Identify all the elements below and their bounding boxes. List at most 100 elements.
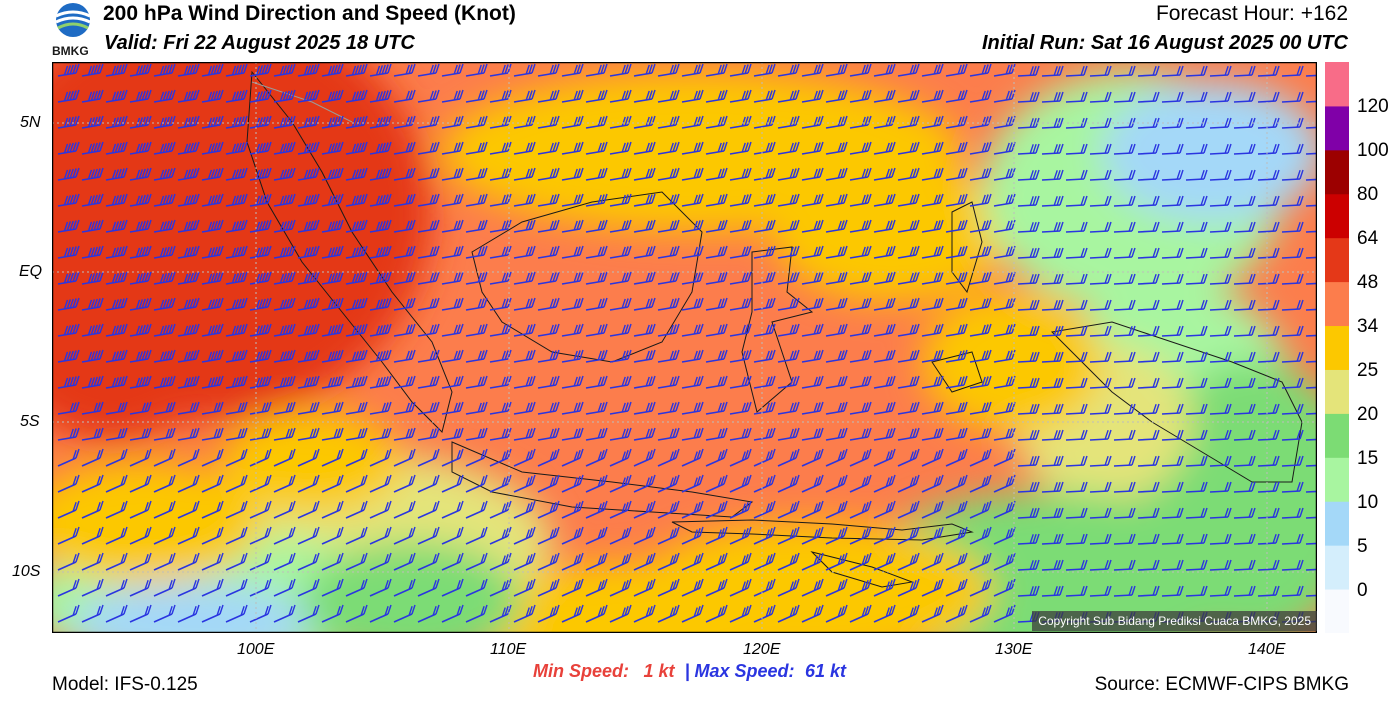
wind-barb-feather bbox=[789, 402, 794, 413]
wind-barb-feather bbox=[747, 448, 752, 459]
wind-barb bbox=[1017, 464, 1037, 467]
wind-barb bbox=[969, 280, 989, 285]
wind-barb-feather bbox=[1083, 325, 1088, 336]
wind-barb bbox=[273, 98, 293, 103]
wind-barb bbox=[969, 535, 989, 545]
wind-barb-feather bbox=[627, 526, 632, 537]
wind-barb-feather bbox=[120, 246, 125, 256]
wind-barb-feather bbox=[1053, 92, 1058, 102]
wind-barb-feather bbox=[627, 578, 632, 589]
wind-barb bbox=[633, 436, 653, 441]
wind-barb bbox=[1041, 438, 1061, 441]
wind-barb-feather bbox=[69, 194, 74, 205]
wind-barb bbox=[993, 332, 1013, 337]
wind-barb-feather bbox=[528, 64, 533, 74]
wind-barb bbox=[1185, 230, 1205, 233]
wind-barb-feather bbox=[387, 89, 392, 100]
wind-barb-feather bbox=[357, 168, 362, 179]
wind-barb-feather bbox=[933, 246, 938, 257]
wind-barb-feather bbox=[90, 143, 96, 153]
wind-barb-feather bbox=[717, 503, 722, 513]
wind-barb-feather bbox=[1203, 169, 1208, 180]
colorbar-swatch bbox=[1325, 149, 1349, 195]
wind-barb bbox=[321, 72, 341, 77]
wind-barb-feather bbox=[672, 272, 677, 282]
wind-barb-feather bbox=[1227, 65, 1232, 76]
wind-barb-feather bbox=[114, 91, 120, 101]
wind-barb-feather bbox=[597, 142, 602, 153]
wind-barb-feather bbox=[312, 194, 317, 204]
wind-barb bbox=[81, 509, 101, 519]
wind-barb-feather bbox=[210, 325, 216, 335]
wind-barb-feather bbox=[744, 554, 749, 564]
wind-barb-feather bbox=[552, 116, 557, 126]
wind-barb bbox=[1209, 100, 1229, 103]
wind-barb-feather bbox=[723, 219, 728, 230]
wind-barb-feather bbox=[1155, 273, 1160, 284]
wind-barb bbox=[1305, 256, 1317, 259]
wind-barb-feather bbox=[330, 273, 336, 283]
wind-barb bbox=[1089, 412, 1109, 415]
wind-barb-feather bbox=[63, 143, 69, 154]
wind-barb-feather bbox=[696, 298, 701, 308]
wind-barb-feather bbox=[93, 298, 98, 309]
wind-barb-feather bbox=[1251, 559, 1256, 570]
wind-barb-feather bbox=[957, 116, 962, 127]
wind-barb bbox=[585, 436, 605, 441]
wind-barb bbox=[1065, 542, 1085, 545]
wind-barb bbox=[441, 436, 461, 441]
wind-barb bbox=[177, 306, 197, 311]
wind-barb-feather bbox=[360, 90, 365, 100]
wind-barb-feather bbox=[243, 89, 248, 100]
wind-barb-feather bbox=[255, 65, 261, 76]
wind-barb-feather bbox=[144, 350, 149, 360]
wind-barb-feather bbox=[957, 194, 962, 205]
min-speed-label: Min Speed: bbox=[533, 661, 630, 681]
wind-barb-feather bbox=[159, 299, 165, 310]
wind-barb-feather bbox=[207, 299, 213, 310]
wind-barb-feather bbox=[699, 271, 704, 282]
wind-barb-feather bbox=[1275, 377, 1280, 388]
wind-barb-feather bbox=[243, 193, 248, 204]
colorbar-label: 15 bbox=[1357, 448, 1379, 469]
wind-barb-feather bbox=[279, 351, 285, 362]
wind-barb-feather bbox=[987, 63, 992, 74]
wind-barb-feather bbox=[243, 219, 248, 230]
wind-barb bbox=[633, 384, 653, 389]
wind-barb bbox=[321, 509, 341, 519]
wind-barb-feather bbox=[837, 272, 842, 283]
wind-barb bbox=[705, 72, 725, 77]
wind-barb bbox=[801, 202, 821, 207]
wind-barb-feather bbox=[744, 428, 749, 438]
wind-barb-feather bbox=[189, 142, 194, 153]
wind-barb-feather bbox=[531, 427, 536, 438]
wind-barb-feather bbox=[936, 116, 941, 126]
wind-barb bbox=[561, 410, 581, 415]
wind-barb-feather bbox=[576, 220, 581, 230]
wind-barb-feather bbox=[231, 169, 237, 180]
wind-barb-feather bbox=[909, 529, 914, 539]
wind-barb-feather bbox=[195, 401, 200, 412]
wind-barb-feather bbox=[435, 401, 440, 412]
wind-barb-feather bbox=[165, 402, 170, 413]
wind-barb-feather bbox=[1179, 299, 1184, 310]
wind-barb-feather bbox=[936, 90, 941, 100]
data-source: Source: ECMWF-CIPS BMKG bbox=[1094, 674, 1349, 695]
wind-barb-feather bbox=[651, 375, 656, 386]
wind-barb-feather bbox=[387, 526, 392, 537]
wind-barb-feather bbox=[741, 376, 746, 387]
colorbar-label: 5 bbox=[1357, 536, 1368, 557]
wind-barb bbox=[1017, 542, 1037, 545]
wind-barb-feather bbox=[888, 502, 893, 512]
wind-barb-feather bbox=[744, 246, 749, 256]
wind-barb-feather bbox=[120, 298, 125, 308]
wind-barb-feather bbox=[501, 220, 506, 231]
wind-barb-feather bbox=[1128, 351, 1133, 362]
wind-barb-feather bbox=[207, 247, 213, 258]
wind-barb-feather bbox=[333, 376, 338, 387]
wind-barb bbox=[201, 587, 221, 597]
wind-barb-feather bbox=[696, 528, 701, 538]
wind-barb-feather bbox=[363, 271, 368, 282]
wind-barb-feather bbox=[957, 402, 962, 413]
wind-barb-feather bbox=[138, 221, 144, 231]
